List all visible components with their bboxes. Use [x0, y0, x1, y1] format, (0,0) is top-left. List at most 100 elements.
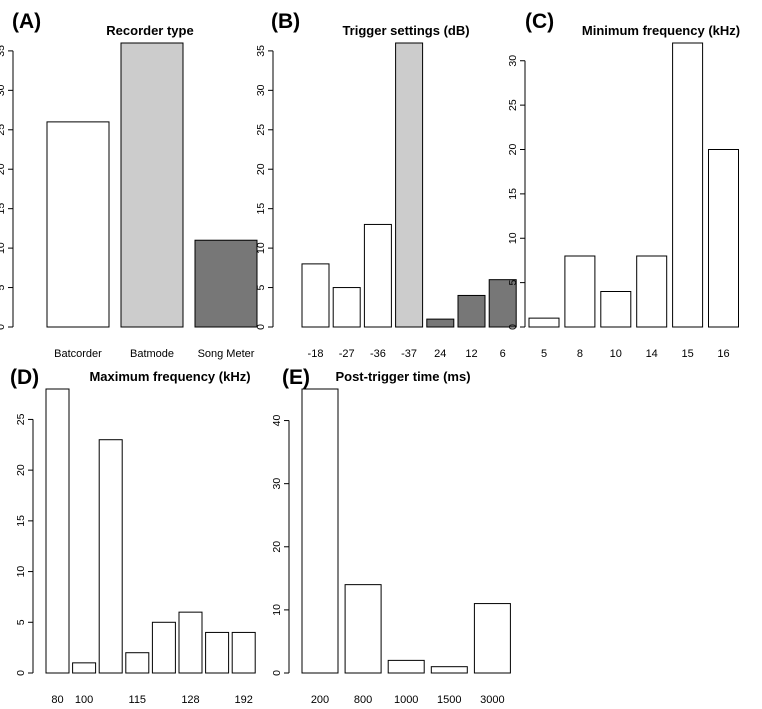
bar	[473, 603, 511, 674]
y-tick-label: 0	[0, 324, 7, 330]
y-tick-label: 30	[255, 84, 267, 96]
y-tick-label: 5	[255, 284, 267, 290]
bar	[395, 42, 424, 328]
y-tick-label: 20	[0, 163, 7, 175]
panel-a: (A) Recorder type 0 5 10 15 20 25 30 35 Batcorder B…	[0, 10, 258, 360]
x-tick-label: 128	[181, 694, 199, 706]
bar	[46, 121, 110, 328]
x-tick-label: 80	[51, 694, 63, 706]
x-tick-label: 192	[235, 694, 253, 706]
bar	[178, 611, 203, 674]
y-tick-label: 10	[255, 242, 267, 254]
bar	[564, 255, 596, 328]
bar	[363, 223, 392, 328]
bar	[231, 631, 256, 674]
x-tick-label: 5	[541, 348, 547, 360]
y-tick-label: 30	[0, 84, 7, 96]
y-tick-label: 35	[0, 45, 7, 57]
y-tick-label: 15	[15, 515, 27, 527]
x-tick-label: 200	[311, 694, 329, 706]
chart-title: Trigger settings (dB)	[342, 23, 469, 38]
panel-label: (E)	[282, 366, 310, 389]
x-tick-label: Song Meter	[198, 348, 255, 360]
panel-b: (B) Trigger settings (dB) 0 5 10 15 20 25 30 35 -1…	[255, 10, 517, 360]
x-tick-label: 8	[577, 348, 583, 360]
y-tick-label: 25	[0, 124, 7, 136]
y-tick-label: 30	[271, 478, 283, 490]
bar	[387, 659, 425, 674]
x-tick-label: -37	[401, 348, 417, 360]
y-tick-label: 25	[255, 124, 267, 136]
bar	[205, 631, 230, 674]
x-tick-label: -18	[308, 348, 324, 360]
y-tick-label: 20	[15, 464, 27, 476]
x-tick-label: -36	[370, 348, 386, 360]
y-tick-label: 10	[0, 242, 7, 254]
x-tick-label: 800	[354, 694, 372, 706]
x-tick-label: 1500	[437, 694, 461, 706]
bar	[332, 287, 361, 328]
bar	[301, 263, 330, 328]
y-tick-label: 5	[0, 284, 7, 290]
chart-title: Recorder type	[106, 23, 193, 38]
x-tick-label: 16	[717, 348, 729, 360]
y-tick-label: 15	[507, 188, 519, 200]
bar	[457, 294, 486, 328]
panel-label: (D)	[10, 366, 39, 389]
bar	[98, 439, 123, 674]
chart-title: Minimum frequency (kHz)	[582, 23, 740, 38]
x-tick-label: Batcorder	[54, 348, 102, 360]
y-tick-label: 15	[0, 203, 7, 215]
bar	[672, 42, 704, 328]
x-tick-label: 100	[75, 694, 93, 706]
y-tick-label: 5	[15, 619, 27, 625]
bar	[488, 279, 517, 328]
x-tick-label: 24	[434, 348, 446, 360]
y-tick-label: 40	[271, 415, 283, 427]
y-tick-label: 30	[507, 55, 519, 67]
x-tick-label: 3000	[480, 694, 504, 706]
panel-c: (C) Minimum frequency (kHz) 0 5 10 15 20 25 30 5 8…	[507, 10, 740, 360]
bar	[125, 652, 150, 674]
y-tick-label: 25	[507, 99, 519, 111]
bar	[708, 149, 739, 328]
y-tick-label: 10	[507, 232, 519, 244]
y-tick-label: 25	[15, 413, 27, 425]
bar	[528, 317, 560, 328]
y-tick-label: 5	[507, 280, 519, 286]
bar	[45, 388, 70, 674]
bar	[194, 239, 258, 328]
y-tick-label: 0	[507, 324, 519, 330]
x-tick-label: 6	[500, 348, 506, 360]
x-tick-label: 10	[610, 348, 622, 360]
bar	[72, 662, 97, 674]
panel-label: (B)	[271, 10, 300, 33]
y-tick-label: 0	[271, 670, 283, 676]
x-tick-label: -27	[339, 348, 355, 360]
panel-label: (C)	[525, 10, 554, 33]
bar	[301, 388, 339, 674]
bar	[636, 255, 668, 328]
x-tick-label: 15	[681, 348, 693, 360]
panel-label: (A)	[12, 10, 41, 33]
x-tick-label: 14	[646, 348, 658, 360]
x-tick-label: Batmode	[130, 348, 174, 360]
panel-d: (D) Maximum frequency (kHz) 0 5 10 15 20 25 80 10…	[10, 366, 256, 706]
bar	[426, 318, 455, 328]
bar	[344, 584, 382, 674]
x-tick-label: 12	[465, 348, 477, 360]
x-tick-label: 1000	[394, 694, 418, 706]
y-tick-label: 20	[271, 541, 283, 553]
y-tick-label: 0	[255, 324, 267, 330]
x-tick-label: 115	[129, 694, 147, 706]
y-tick-label: 10	[15, 566, 27, 578]
y-tick-label: 0	[15, 670, 27, 676]
y-tick-label: 35	[255, 45, 267, 57]
chart-title: Maximum frequency (kHz)	[89, 369, 250, 384]
bar	[120, 42, 184, 328]
panel-e: (E) Post-trigger time (ms) 0 10 20 30 40 200 800…	[271, 366, 511, 706]
chart-title: Post-trigger time (ms)	[335, 369, 470, 384]
bar	[151, 621, 176, 674]
y-tick-label: 10	[271, 604, 283, 616]
